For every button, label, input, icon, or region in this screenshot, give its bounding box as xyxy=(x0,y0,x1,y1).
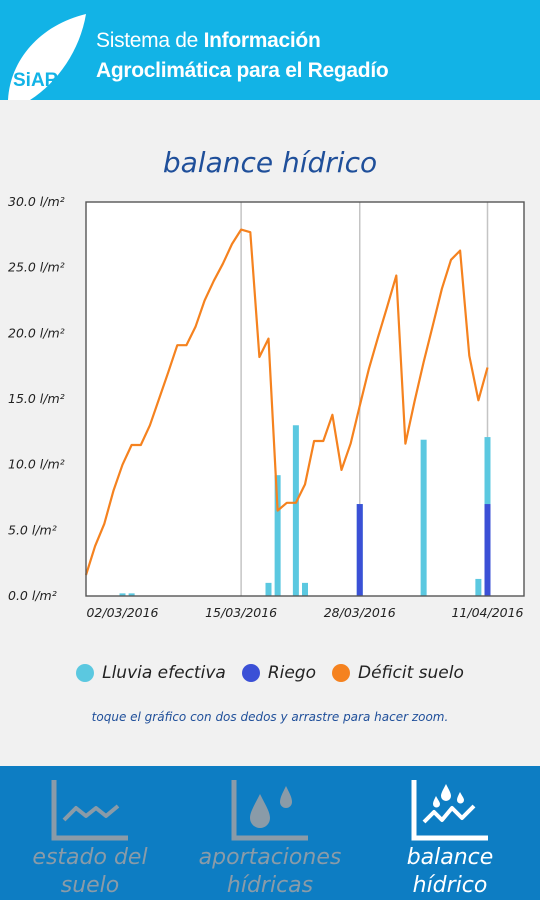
app-title-bold: Información xyxy=(203,29,321,52)
legend-swatch-riego xyxy=(241,664,260,682)
tab-aportaciones-hidricas-label: aportaciones hídricas xyxy=(198,845,342,898)
water-balance-chart-icon xyxy=(411,780,488,841)
x-tick-label: 28/03/2016 xyxy=(324,605,396,620)
y-tick-label: 25.0 l/m² xyxy=(8,260,65,275)
bar-lluvia-efectiva xyxy=(302,582,308,596)
app-title-line2: Agroclimática para el Regadío xyxy=(96,59,389,82)
logo-text: SiAR xyxy=(13,70,59,91)
y-tick-label: 5.0 l/m² xyxy=(8,522,57,537)
page-title: balance hídrico xyxy=(162,146,378,179)
bottom-nav: estado del suelo aportaciones hídricas b… xyxy=(0,766,540,900)
bar-lluvia-efectiva xyxy=(119,593,126,596)
bar-riego xyxy=(356,504,363,596)
legend-label-deficit: Déficit suelo xyxy=(358,663,464,683)
soil-state-chart-icon xyxy=(51,780,128,841)
legend-item-lluvia: Lluvia efectiva xyxy=(76,663,226,683)
tab-estado-suelo-label: estado del suelo xyxy=(32,845,148,898)
legend-swatch-deficit xyxy=(332,664,350,682)
y-tick-label: 20.0 l/m² xyxy=(8,325,65,340)
legend-label-lluvia: Lluvia efectiva xyxy=(102,663,226,683)
balance-chart[interactable]: 0.0 l/m² 5.0 l/m² 10.0 l/m² 15.0 l/m² 20.0 l… xyxy=(0,190,540,630)
app-header: SiAR Sistema de Información Agroclimátic… xyxy=(0,0,540,100)
y-tick-label: 30.0 l/m² xyxy=(8,194,65,209)
legend-label-riego: Riego xyxy=(267,663,316,683)
tab-balance-hidrico-label: balance hídrico xyxy=(406,845,494,898)
chart-legend: Lluvia efectiva Riego Déficit suelo xyxy=(0,658,540,688)
plot-frame xyxy=(85,201,525,597)
line-deficit-suelo xyxy=(84,228,489,576)
app-title: Sistema de Información Agroclimática par… xyxy=(96,26,389,86)
x-tick-label: 15/03/2016 xyxy=(205,605,277,620)
bar-riego xyxy=(484,504,491,596)
y-tick-label: 15.0 l/m² xyxy=(8,391,65,406)
bar-lluvia-efectiva xyxy=(420,439,427,596)
bar-lluvia-efectiva xyxy=(292,425,299,596)
bar-lluvia-efectiva xyxy=(128,593,135,596)
zoom-hint: toque el gráfico con dos dedos y arrastr… xyxy=(91,710,449,724)
tab-aportaciones-hidricas[interactable]: aportaciones hídricas xyxy=(180,766,360,900)
plot-area xyxy=(86,202,524,596)
legend-item-riego: Riego xyxy=(241,663,316,683)
tab-balance-hidrico[interactable]: balance hídrico xyxy=(360,766,540,900)
app-title-light: Sistema de xyxy=(96,29,199,52)
x-tick-label: 02/03/2016 xyxy=(86,605,158,620)
bar-lluvia-efectiva xyxy=(265,582,272,596)
bar-lluvia-efectiva xyxy=(475,578,482,596)
legend-item-deficit: Déficit suelo xyxy=(332,663,464,683)
tab-estado-suelo[interactable]: estado del suelo xyxy=(0,766,180,900)
water-drops-chart-icon xyxy=(231,780,308,841)
y-tick-label: 10.0 l/m² xyxy=(8,457,65,472)
y-tick-label: 0.0 l/m² xyxy=(8,588,57,603)
bar-lluvia-efectiva xyxy=(274,475,281,596)
legend-swatch-lluvia xyxy=(76,664,95,682)
x-tick-label: 11/04/2016 xyxy=(451,605,523,620)
siar-logo: SiAR xyxy=(8,14,86,100)
